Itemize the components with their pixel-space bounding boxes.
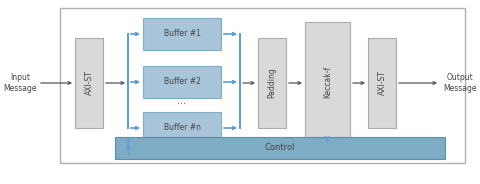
Text: AXI-ST: AXI-ST xyxy=(377,70,386,95)
FancyBboxPatch shape xyxy=(143,66,221,98)
Text: Output
Message: Output Message xyxy=(443,73,477,93)
Text: Buffer #1: Buffer #1 xyxy=(164,29,201,38)
FancyBboxPatch shape xyxy=(258,38,286,128)
Text: Buffer #n: Buffer #n xyxy=(164,123,201,132)
Text: Keccak-f: Keccak-f xyxy=(323,66,332,98)
Text: AXI-ST: AXI-ST xyxy=(84,70,94,95)
FancyBboxPatch shape xyxy=(305,22,350,142)
Text: Input
Message: Input Message xyxy=(3,73,37,93)
FancyBboxPatch shape xyxy=(143,112,221,144)
FancyBboxPatch shape xyxy=(143,18,221,50)
FancyBboxPatch shape xyxy=(75,38,103,128)
Text: Buffer #2: Buffer #2 xyxy=(164,77,201,86)
Text: ...: ... xyxy=(178,96,187,106)
Text: Padding: Padding xyxy=(267,68,276,98)
FancyBboxPatch shape xyxy=(115,137,445,159)
Text: Control: Control xyxy=(265,144,295,153)
FancyBboxPatch shape xyxy=(368,38,396,128)
